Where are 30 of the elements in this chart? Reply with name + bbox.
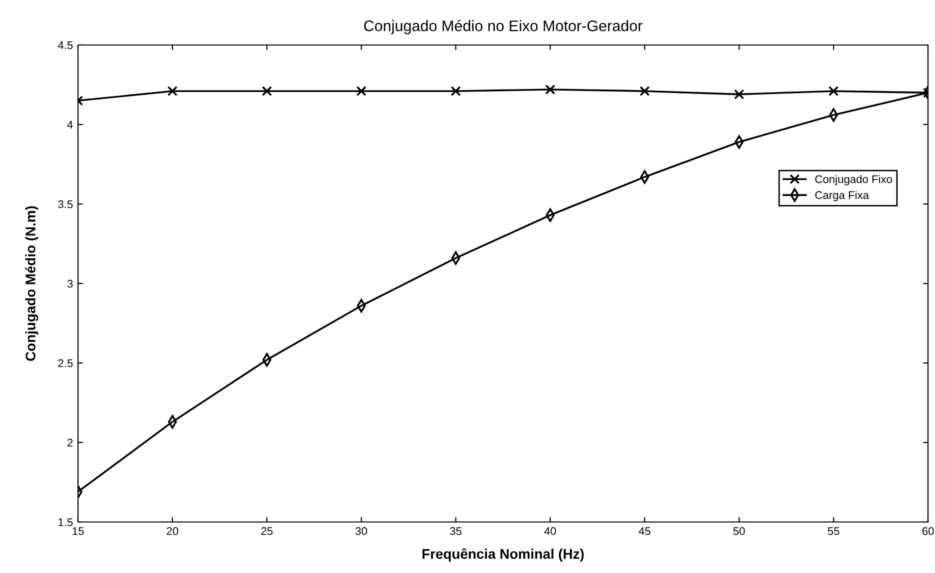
x-axis-title: Frequência Nominal (Hz) <box>422 548 584 562</box>
point <box>167 86 178 96</box>
chart-title: Conjugado Médio no Eixo Motor-Gerador <box>364 20 642 34</box>
x-tick-label: 60 <box>922 527 934 536</box>
legend-label: Carga Fixa <box>815 190 870 202</box>
x-tick-label: 20 <box>166 527 178 536</box>
x-tick-label: 45 <box>638 527 650 536</box>
y-tick-label: 3.5 <box>58 200 73 208</box>
point <box>450 86 461 96</box>
y-tick-label: 1.5 <box>58 518 73 526</box>
y-tick-label: 4.5 <box>58 41 73 50</box>
y-tick-label: 3 <box>67 280 73 288</box>
point <box>545 84 556 95</box>
x-tick-label: 40 <box>544 527 556 536</box>
legend-label: Conjugado Fixo <box>815 174 892 186</box>
x-tick-label: 30 <box>356 527 368 536</box>
point <box>734 89 744 100</box>
point <box>356 86 366 96</box>
x-tick-label: 25 <box>261 527 273 536</box>
x-tick-label: 50 <box>733 527 745 536</box>
x-tick-label: 55 <box>828 527 840 536</box>
y-tick-label: 2.5 <box>58 359 73 368</box>
y-axis-title: Conjugado Médio (N.m) <box>25 206 38 361</box>
y-tick-label: 4 <box>67 120 73 129</box>
point <box>828 86 839 96</box>
point <box>640 86 650 96</box>
x-tick-label: 35 <box>450 527 462 536</box>
y-tick-label: 2 <box>68 438 73 447</box>
point <box>262 86 272 96</box>
x-tick-label: 15 <box>72 527 84 536</box>
